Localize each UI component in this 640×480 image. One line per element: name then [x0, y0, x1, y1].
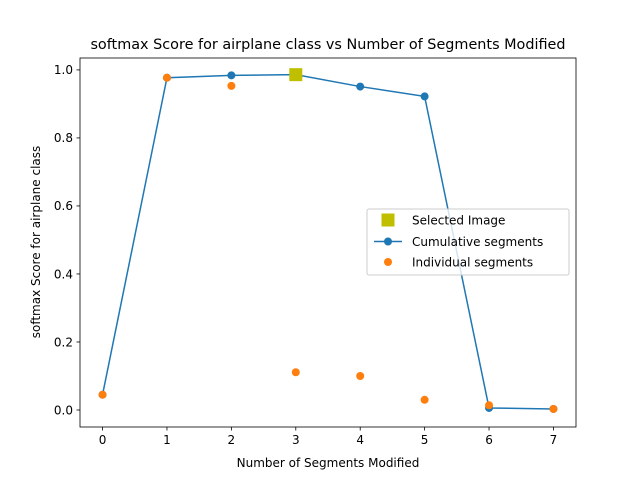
legend-cumulative-marker	[384, 237, 392, 246]
legend-individual-label: Individual segments	[412, 256, 533, 270]
y-axis-ticks: 0.0 0.2 0.4 0.6 0.8 1.0	[54, 63, 80, 417]
y-axis-label: softmax Score for airplane class	[29, 146, 43, 339]
y-tick-label: 1.0	[54, 63, 73, 77]
legend-selected-image-swatch	[381, 213, 395, 227]
axes	[79, 57, 577, 428]
individual-segments-point	[227, 81, 236, 90]
cumulative-segments-line	[101, 73, 554, 410]
x-axis-label: Number of Segments Modified	[237, 456, 420, 470]
x-tick-label: 5	[421, 433, 429, 447]
legend: Selected Image Cumulative segments Individ…	[366, 208, 570, 276]
individual-segments-point	[485, 401, 494, 410]
x-tick-label: 1	[163, 433, 171, 447]
legend-box	[366, 208, 570, 276]
x-tick-label: 0	[99, 433, 107, 447]
y-tick-label: 0.6	[54, 199, 73, 213]
axes-frame	[79, 57, 577, 428]
legend-cumulative-label: Cumulative segments	[412, 235, 543, 249]
y-tick-label: 0.0	[54, 403, 73, 417]
individual-segments-point	[291, 368, 300, 377]
legend-selected-image-label: Selected Image	[412, 214, 505, 228]
y-tick-label: 0.2	[54, 335, 73, 349]
cumulative-segments-point	[356, 82, 365, 91]
x-axis-ticks: 0 1 2 3 4 5 6 7	[99, 427, 558, 447]
selected-image-marker	[289, 68, 303, 82]
x-tick-label: 2	[228, 433, 236, 447]
individual-segments-point	[162, 73, 171, 82]
x-tick-label: 6	[485, 433, 493, 447]
y-tick-label: 0.4	[54, 267, 73, 281]
cumulative-segments-point	[420, 92, 429, 101]
individual-segments-point	[356, 371, 365, 380]
individual-segments-point	[420, 395, 429, 404]
y-tick-label: 0.8	[54, 131, 73, 145]
x-tick-label: 7	[550, 433, 558, 447]
chart-title: softmax Score for airplane class vs Numb…	[90, 37, 565, 53]
individual-segments-point	[98, 390, 107, 399]
individual-segments-point	[549, 404, 558, 413]
x-tick-label: 4	[356, 433, 364, 447]
cumulative-segments-point	[227, 71, 236, 80]
x-tick-label: 3	[292, 433, 300, 447]
series-layer	[98, 68, 558, 413]
legend-individual-marker	[384, 258, 392, 266]
